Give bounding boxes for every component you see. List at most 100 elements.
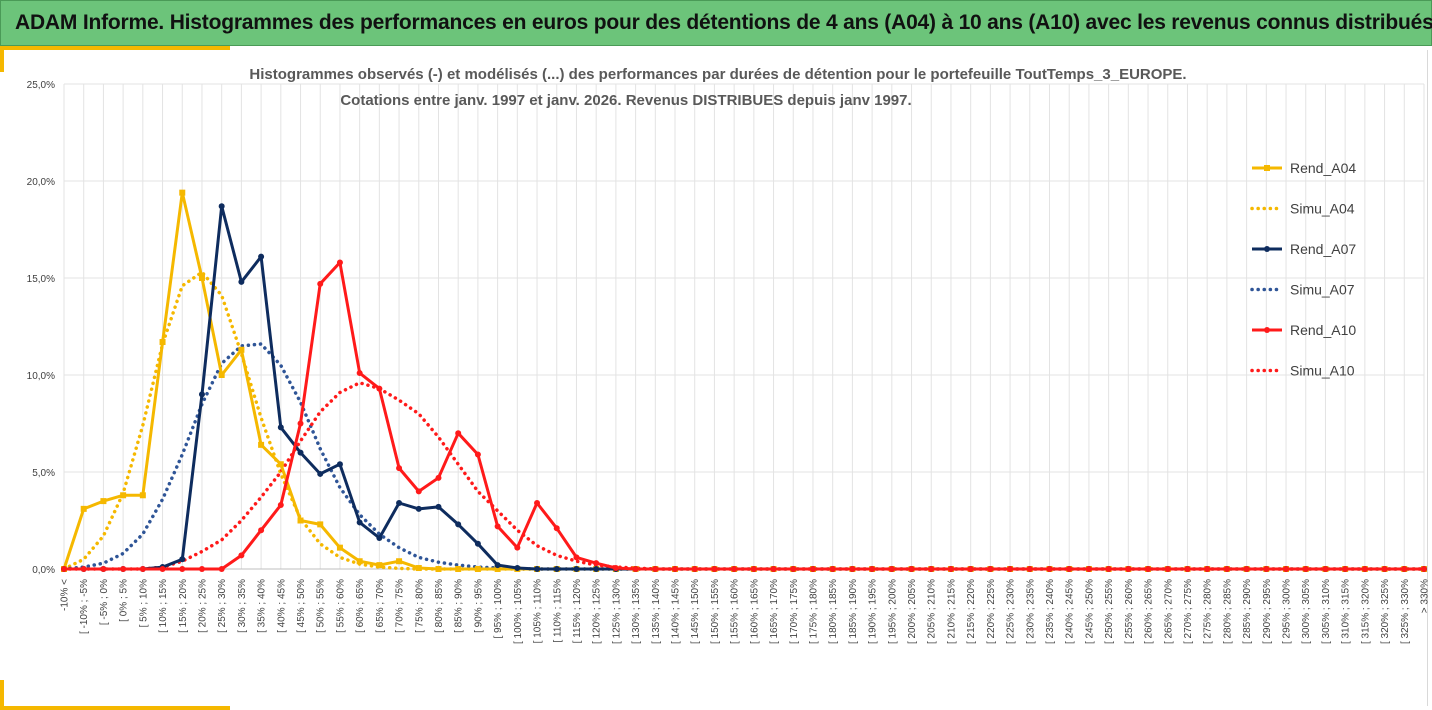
chart-subtitle: Cotations entre janv. 1997 et janv. 2026… (340, 92, 911, 109)
data-point (967, 566, 974, 572)
data-point (258, 527, 265, 534)
data-point (750, 566, 757, 572)
x-tick-label: [ 5% ; 10% (138, 579, 149, 627)
data-point (120, 492, 127, 499)
data-point (829, 566, 836, 572)
x-tick-label: [ 70% ; 75% (395, 579, 406, 633)
x-tick-label: [ -5% ; 0% (99, 579, 110, 625)
data-point (297, 420, 304, 427)
x-tick-label: [ 25% ; 30% (217, 579, 228, 633)
x-tick-label: [ 305% ; 310% (1321, 579, 1332, 644)
data-point (1381, 566, 1388, 572)
data-point (61, 566, 67, 572)
x-tick-label: > 330% (1419, 579, 1430, 613)
data-point (987, 566, 994, 572)
data-point (80, 505, 87, 512)
data-point (474, 540, 481, 547)
data-point (100, 498, 107, 505)
data-point (435, 503, 442, 510)
data-point (711, 566, 718, 572)
data-point (1184, 566, 1191, 572)
data-point (947, 566, 954, 572)
data-point (770, 566, 777, 572)
data-point (474, 451, 481, 458)
data-point (455, 566, 462, 572)
data-point (494, 523, 501, 530)
data-point (1046, 566, 1053, 572)
legend-label: Simu_A07 (1290, 282, 1355, 298)
x-tick-label: [ 180% ; 185% (828, 579, 839, 644)
chart-title: Histogrammes observés (-) et modélisés (… (249, 66, 1186, 83)
x-tick-label: [ 295% ; 300% (1282, 579, 1293, 644)
x-tick-label: [ 255% ; 260% (1124, 579, 1135, 644)
data-point (494, 566, 501, 572)
x-tick-label: [ 140% ; 145% (671, 579, 682, 644)
data-point (415, 488, 422, 495)
y-tick-label: 15,0% (27, 274, 55, 285)
data-point (100, 566, 107, 572)
data-point (415, 565, 422, 572)
y-axis-ticks: 0,0% 5,0% 10,0% 15,0% 20,0% 25,0% (27, 80, 55, 576)
x-tick-label: [ 270% ; 275% (1183, 579, 1194, 644)
data-point (534, 500, 541, 507)
data-point (238, 552, 245, 559)
legend-label: Rend_A10 (1290, 322, 1356, 338)
x-tick-label: -10% < (60, 579, 71, 611)
data-point (198, 391, 205, 398)
data-point (632, 566, 639, 572)
x-tick-label: [ 130% ; 135% (631, 579, 642, 644)
data-point (573, 554, 580, 561)
data-point (297, 449, 304, 456)
data-point (849, 566, 856, 572)
x-tick-label: [ 235% ; 240% (1045, 579, 1056, 644)
report-title: ADAM Informe. Histogrammes des performan… (15, 11, 1432, 34)
data-point (514, 544, 521, 551)
x-tick-label: [ 40% ; 45% (276, 579, 287, 633)
legend-label: Simu_A10 (1290, 363, 1355, 379)
x-tick-label: [ 210% ; 215% (946, 579, 957, 644)
x-tick-label: [ 0% ; 5% (119, 579, 130, 622)
data-point (1302, 566, 1309, 572)
data-point (317, 280, 324, 287)
x-tick-label: [ 170% ; 175% (789, 579, 800, 644)
accent-bar-left-top (0, 46, 4, 72)
x-tick-label: [ 135% ; 140% (651, 579, 662, 644)
data-point (1342, 566, 1349, 572)
data-point (731, 566, 738, 572)
x-tick-label: [ 125% ; 130% (611, 579, 622, 644)
data-point (1085, 566, 1092, 572)
data-point (258, 441, 265, 448)
data-point (790, 566, 797, 572)
y-tick-label: 5,0% (32, 468, 55, 479)
data-point (474, 566, 481, 572)
data-point (1263, 566, 1270, 572)
data-point (277, 461, 284, 468)
y-tick-label: 20,0% (27, 177, 55, 188)
y-tick-label: 10,0% (27, 371, 55, 382)
x-tick-label: [ 105% ; 110% (533, 579, 544, 643)
data-point (1066, 566, 1073, 572)
data-point (277, 501, 284, 508)
series-lines (61, 189, 1427, 572)
data-point (553, 525, 560, 532)
data-point (238, 278, 245, 285)
accent-bar-left-bottom (0, 680, 4, 710)
x-tick-label: [ 95% ; 100% (493, 579, 504, 639)
x-tick-label: [ 220% ; 225% (986, 579, 997, 644)
data-point (1420, 566, 1427, 572)
data-point (1361, 566, 1368, 572)
x-tick-label: [ 90% ; 95% (473, 579, 484, 633)
x-tick-label: [ 280% ; 285% (1222, 579, 1233, 644)
x-tick-label: [ 160% ; 165% (749, 579, 760, 644)
x-tick-label: [ 225% ; 230% (1006, 579, 1017, 644)
data-point (317, 521, 324, 528)
data-point (179, 556, 186, 563)
series-line-rend-a07 (64, 204, 1424, 571)
data-point (1026, 566, 1033, 572)
data-point (534, 566, 541, 572)
x-tick-label: [ 200% ; 205% (907, 579, 918, 644)
legend-label: Rend_A04 (1290, 160, 1356, 176)
data-point (455, 521, 462, 528)
